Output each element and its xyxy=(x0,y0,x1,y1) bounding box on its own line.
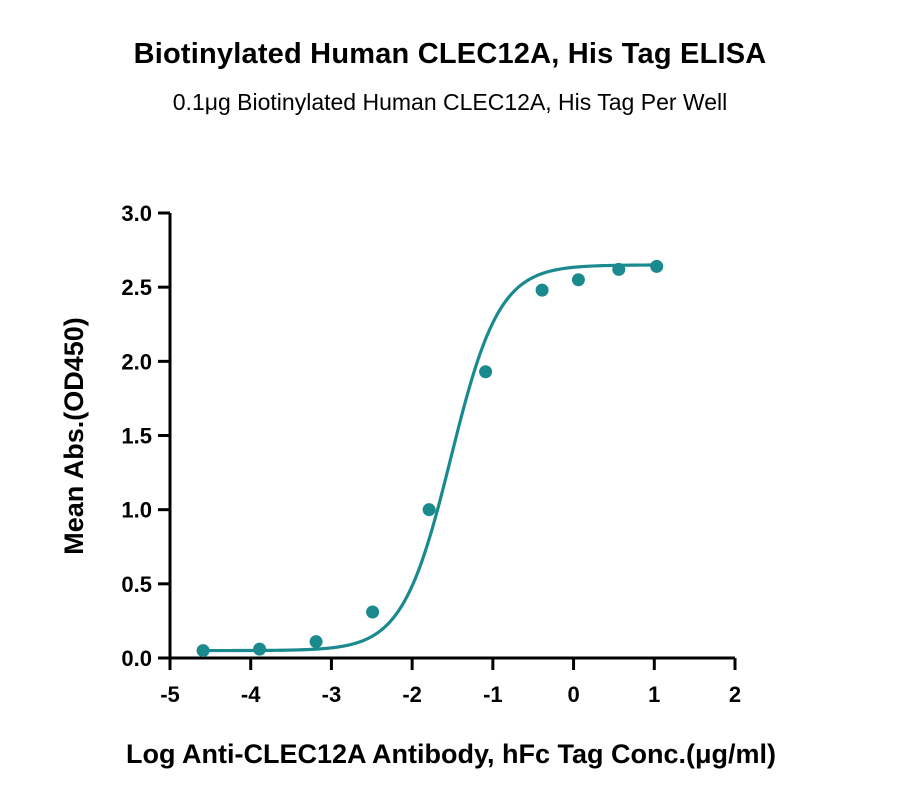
x-tick-label: -2 xyxy=(402,682,422,707)
x-tick-label: -5 xyxy=(160,682,180,707)
data-point xyxy=(309,635,323,649)
x-tick-label: -4 xyxy=(241,682,261,707)
chart-subtitle: 0.1μg Biotinylated Human CLEC12A, His Ta… xyxy=(172,89,728,115)
x-tick-label: 2 xyxy=(729,682,741,707)
y-axis-label: Mean Abs.(OD450) xyxy=(59,317,89,555)
chart-title: Biotinylated Human CLEC12A, His Tag ELIS… xyxy=(133,38,767,70)
x-tick-label: -3 xyxy=(322,682,342,707)
y-tick-label: 0.0 xyxy=(121,646,152,671)
x-tick-label: -1 xyxy=(483,682,503,707)
x-tick-label: 1 xyxy=(648,682,660,707)
data-point xyxy=(253,642,267,656)
data-points-layer xyxy=(196,259,664,658)
y-tick-label: 2.0 xyxy=(121,349,152,374)
data-point xyxy=(571,273,585,287)
y-tick-label: 1.5 xyxy=(121,424,152,449)
fit-curve xyxy=(201,263,659,653)
x-axis-label: Log Anti-CLEC12A Antibody, hFc Tag Conc.… xyxy=(126,739,776,769)
data-point xyxy=(535,283,549,297)
data-point xyxy=(479,365,493,379)
data-point xyxy=(366,605,380,619)
y-tick-label: 0.5 xyxy=(121,572,152,597)
data-point xyxy=(650,259,664,273)
x-tick-label: 0 xyxy=(567,682,579,707)
data-point xyxy=(612,262,626,276)
y-tick-label: 1.0 xyxy=(121,498,152,523)
data-point xyxy=(196,644,210,658)
fit-curve-layer xyxy=(201,263,659,653)
axes: 0.0 0.5 1.0 1.5 2.0 2.5 3.0 -5 -4 -3 -2 -1 0 1 2 xyxy=(121,201,741,707)
y-tick-label: 2.5 xyxy=(121,275,152,300)
data-point xyxy=(422,503,436,517)
y-tick-label: 3.0 xyxy=(121,201,152,226)
